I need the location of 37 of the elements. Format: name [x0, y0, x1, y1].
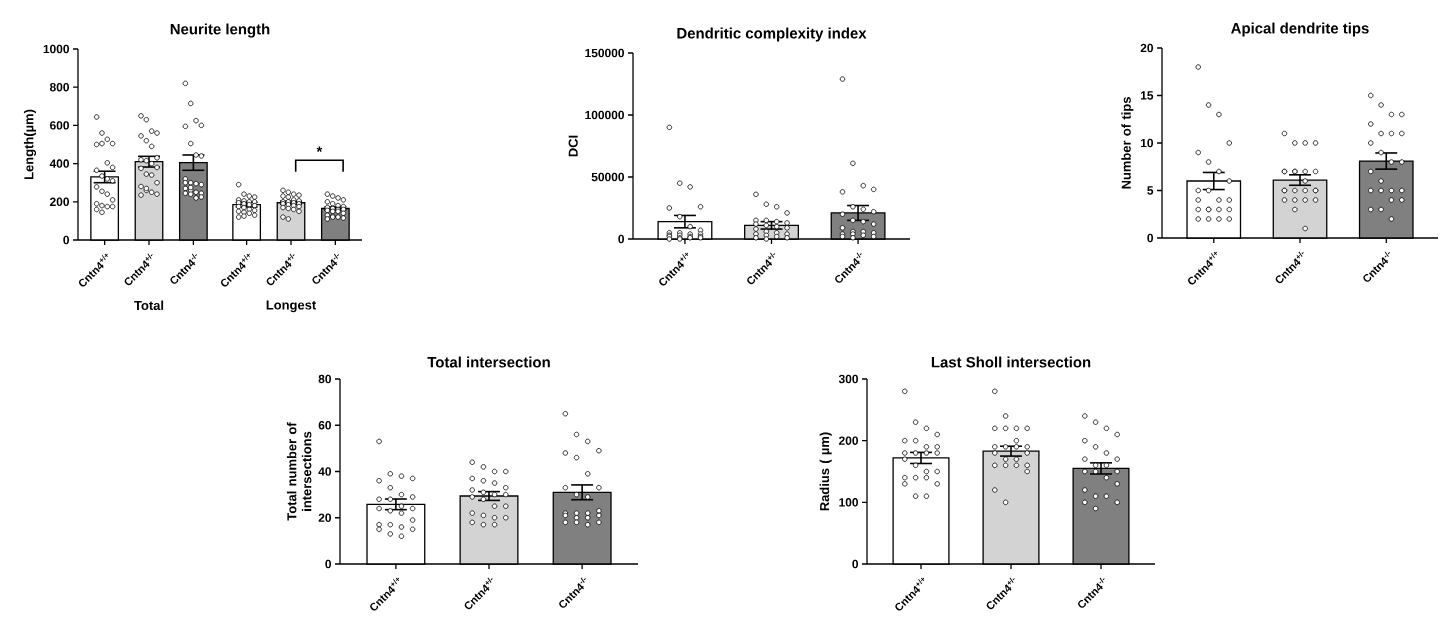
y-axis-title: DCI — [568, 135, 578, 157]
y-tick-label: 200 — [49, 197, 69, 207]
y-axis-title: Radius ( µm) — [819, 432, 832, 511]
y-tick-label: 40 — [318, 467, 332, 476]
x-axis-title: Longest — [266, 300, 317, 313]
y-tick-label: 0 — [852, 559, 859, 569]
annotation: * — [316, 146, 323, 152]
y-tick-label: 5 — [1147, 186, 1154, 195]
chart-title: Last Sholl intersection — [931, 356, 1091, 368]
y-axis-title: Number of tips — [1121, 97, 1134, 189]
y-tick-label: 20 — [318, 513, 332, 522]
y-tick-label: 300 — [838, 374, 859, 384]
y-tick-label: 0 — [325, 559, 332, 569]
y-tick-label: 60 — [318, 421, 332, 430]
y-tick-label: 800 — [49, 82, 69, 92]
y-tick-label: 0 — [63, 235, 70, 245]
y-tick-label: 20 — [1140, 43, 1154, 53]
y-tick-label: 200 — [838, 436, 859, 445]
y-tick-label: 100000 — [585, 110, 624, 120]
y-tick-label: 400 — [49, 159, 69, 168]
y-tick-label: 0 — [618, 234, 625, 244]
y-tick-label: 600 — [49, 121, 69, 130]
y-tick-label: 80 — [318, 374, 332, 384]
y-tick-label: 150000 — [585, 48, 624, 58]
x-axis-title: Total — [134, 300, 164, 311]
y-tick-label: 100 — [839, 498, 859, 507]
y-tick-label: 10 — [1140, 138, 1154, 148]
y-tick-label: 1000 — [43, 44, 69, 54]
y-axis-title: Total number of intersections — [286, 422, 312, 521]
y-tick-label: 0 — [1147, 233, 1154, 243]
chart-title: Apical dendrite tips — [1231, 22, 1369, 37]
chart-title: Total intersection — [427, 356, 550, 368]
chart-title: Dendritic complexity index — [677, 27, 867, 42]
chart-title: Neurite length — [170, 23, 270, 38]
y-axis-title: Length(µm) — [23, 109, 37, 180]
y-tick-label: 15 — [1140, 91, 1154, 100]
y-tick-label: 50000 — [591, 172, 625, 182]
